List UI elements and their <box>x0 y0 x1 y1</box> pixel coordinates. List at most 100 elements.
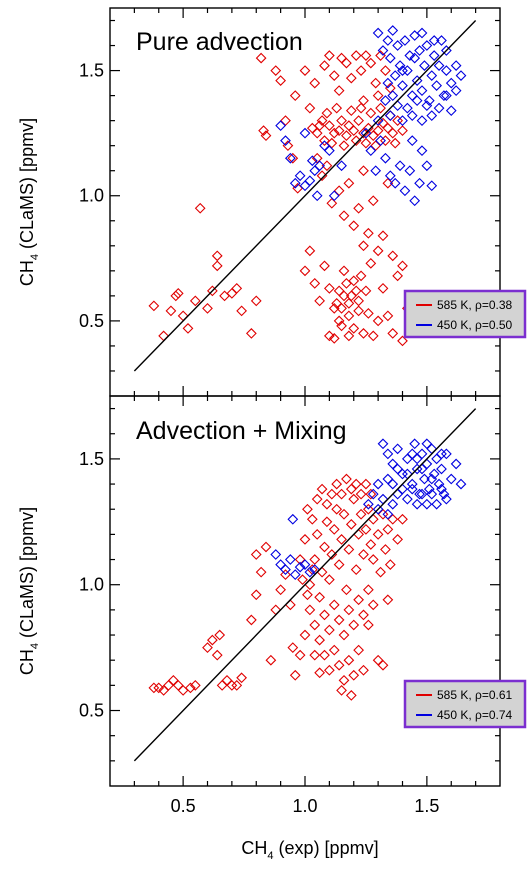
panel-1-series-1-point-53 <box>382 473 394 485</box>
panel-1-series-1-point-48 <box>382 508 394 520</box>
panel-1-series-0-point-81 <box>323 624 335 636</box>
panel-1-series-1-point-23 <box>423 483 435 495</box>
panel-1-series-0-point-83 <box>333 614 345 626</box>
panel-0-title: Pure advection <box>136 28 303 56</box>
panel-1-series-1-point-40 <box>416 488 428 500</box>
panel-1-series-0-point-17 <box>236 672 248 684</box>
panel-0-series-1-point-20 <box>387 25 399 36</box>
panel-0-series-0-point-4 <box>172 287 184 299</box>
panel-0-series-1-point-49 <box>401 102 413 114</box>
panel-1-series-0-point-7 <box>185 682 196 694</box>
panel-1-series-0-point-63 <box>302 503 313 515</box>
panel-0-series-0-point-38 <box>336 115 347 127</box>
panel-1-series-0-point-37 <box>319 541 330 553</box>
panel-1-series-0-point-33 <box>309 554 321 565</box>
panel-0-series-1-point-14 <box>336 160 347 172</box>
panel-0-series-1-point-82 <box>416 27 428 39</box>
panel-1-series-0-point-96 <box>343 654 355 666</box>
panel-1-series-0-point-0 <box>148 682 160 694</box>
panel-1-series-0-point-22 <box>250 549 262 560</box>
panel-1-legend-label-red: 585 K, ρ=0.61 <box>437 688 513 702</box>
panel-0-series-0-point-71 <box>333 85 345 96</box>
panel-0-series-0-point-49 <box>387 127 399 139</box>
panel-1-series-0-point-30 <box>294 649 306 661</box>
panel-0-series-0-point-88 <box>326 197 338 209</box>
panel-1-ytick-label-0: 0.5 <box>79 701 104 721</box>
panel-0-series-1-point-34 <box>421 40 433 51</box>
panel-1-series-1-point-13 <box>392 443 404 455</box>
panel-1-series-0-point-84 <box>338 629 350 641</box>
panel-0-series-0-point-138 <box>360 285 372 297</box>
panel-0-ytick-label-0: 0.5 <box>79 311 104 331</box>
panel-0-series-0-point-140 <box>365 257 377 269</box>
panel-1-series-0-point-50 <box>350 564 362 575</box>
panel-0-series-1-point-39 <box>433 60 445 71</box>
panel-0-series-0-point-39 <box>341 130 352 142</box>
panel-0-series-1-point-63 <box>384 170 396 182</box>
panel-0-series-1-point-37 <box>428 50 440 61</box>
panel-0-series-1-point-17 <box>377 45 389 56</box>
panel-1-series-0-point-117 <box>345 690 357 701</box>
panel-0-series-0-point-81 <box>380 65 391 76</box>
panel-1-series-1-point-3 <box>284 554 296 565</box>
panel-0-series-1-point-80 <box>382 77 394 89</box>
panel-1-series-1-point-0 <box>270 549 282 560</box>
panel-0-series-0-point-16 <box>236 305 248 317</box>
panel-0-series-1-point-74 <box>433 102 445 114</box>
panel-1-series-0-point-43 <box>333 559 345 570</box>
panel-1-series-1-point-37 <box>401 493 413 505</box>
panel-1-series-1-point-16 <box>406 478 418 490</box>
panel-0-series-0-point-70 <box>328 70 340 81</box>
panel-0-series-1-point-0 <box>275 120 287 132</box>
panel-0-legend-label-red: 585 K, ρ=0.38 <box>437 298 513 312</box>
panel-0-series-1-point-61 <box>375 135 386 147</box>
panel-0-ytick-label-2: 1.5 <box>79 61 104 81</box>
panel-0-series-0-point-19 <box>255 52 267 64</box>
panel-1-series-1-point-54 <box>392 463 404 475</box>
panel-1-series-0-point-116 <box>309 649 321 661</box>
panel-1-series-1-point-31 <box>445 473 457 485</box>
panel-0-series-0-point-17 <box>245 328 257 339</box>
panel-0-series-1-point-76 <box>445 105 457 117</box>
panel-0-series-0-point-114 <box>348 323 360 334</box>
panel-0-series-0-point-33 <box>316 115 328 127</box>
panel-0-series-1-point-38 <box>431 80 443 91</box>
panel-1-series-1-point-61 <box>436 448 447 460</box>
panel-0-series-1-point-46 <box>387 90 399 101</box>
panel-0-series-0-point-91 <box>343 177 355 189</box>
panel-1-series-0-point-53 <box>358 549 369 560</box>
panel-0-series-1-point-15 <box>299 127 311 139</box>
panel-1-ytick-label-1: 1.0 <box>79 575 104 595</box>
panel-1-series-0-point-86 <box>348 619 360 631</box>
panel-0-series-0-point-106 <box>309 277 321 289</box>
panel-1-series-0-point-62 <box>299 534 311 545</box>
panel-0-series-0-point-132 <box>350 285 362 297</box>
panel-1-series-0-point-29 <box>289 669 301 681</box>
panel-1-series-1-point-7 <box>304 566 316 578</box>
panel-1-series-0-point-85 <box>343 604 355 616</box>
panel-1-series-0-point-10 <box>206 634 218 646</box>
panel-0-series-0-point-0 <box>148 300 160 312</box>
panel-0-series-1-point-6 <box>304 175 316 187</box>
panel-0-series-0-point-99 <box>382 177 394 189</box>
panel-0-series-1-point-67 <box>404 165 416 177</box>
panel-1-series-0-point-56 <box>365 539 377 550</box>
panel-1-series-0-point-18 <box>245 614 257 626</box>
panel-0-series-1-point-52 <box>416 115 428 127</box>
panel-1-series-1-point-11 <box>382 448 394 460</box>
panel-1-series-0-point-73 <box>350 478 362 490</box>
panel-1-series-0-point-52 <box>355 508 367 520</box>
panel-0-series-0-point-94 <box>358 165 369 177</box>
panel-0-series-0-point-29 <box>299 65 311 76</box>
panel-0-series-1-point-32 <box>416 85 428 96</box>
panel-0-series-0-point-107 <box>314 295 326 307</box>
panel-1-series-1-point-2 <box>280 564 291 575</box>
panel-1-series-1-point-50 <box>367 488 379 500</box>
panel-1-series-0-point-46 <box>341 584 352 596</box>
panel-0-series-1-point-3 <box>289 177 301 189</box>
panel-0-series-0-point-18 <box>250 295 262 307</box>
panel-1-series-1-point-21 <box>419 473 430 485</box>
panel-0-series-1-point-51 <box>411 95 423 106</box>
panel-1-series-0-point-87 <box>353 594 365 606</box>
